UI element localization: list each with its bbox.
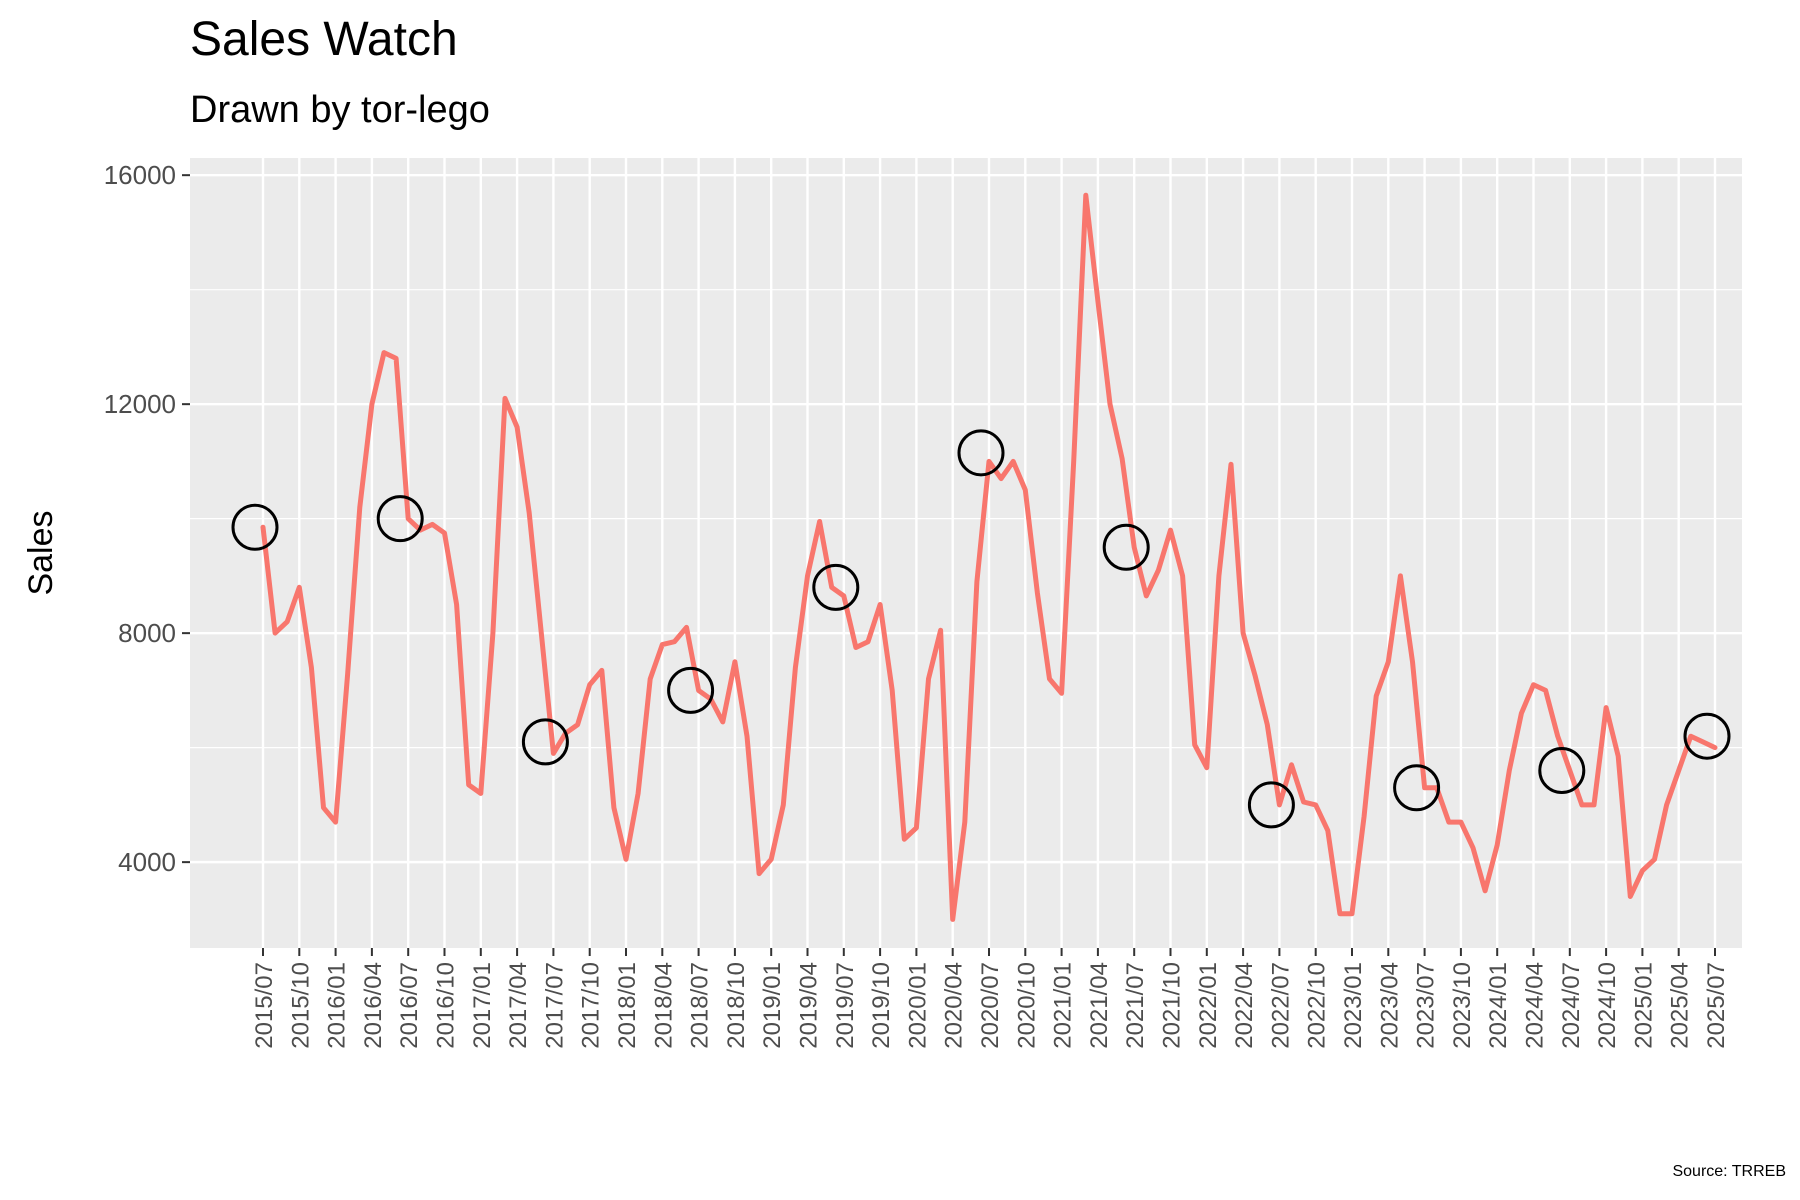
highlight-layer xyxy=(231,429,1731,829)
x-tick-label: 2017/10 xyxy=(578,962,605,1049)
x-tick-label: 2022/10 xyxy=(1304,962,1331,1049)
x-tick-label: 2018/04 xyxy=(650,962,677,1049)
x-tick-label: 2024/04 xyxy=(1522,962,1549,1049)
source-caption: Source: TRREB xyxy=(1672,1163,1786,1180)
x-tick-label: 2021/10 xyxy=(1159,962,1186,1049)
chart-title: Sales Watch xyxy=(190,13,458,66)
x-tick-label: 2015/07 xyxy=(251,962,278,1049)
x-tick-label: 2016/01 xyxy=(324,962,351,1049)
x-tick-label: 2021/07 xyxy=(1122,962,1149,1049)
y-tick-label: 8000 xyxy=(118,618,176,648)
x-tick-label: 2022/04 xyxy=(1231,962,1258,1049)
x-tick-label: 2025/07 xyxy=(1703,962,1730,1049)
x-tick-label: 2023/01 xyxy=(1340,962,1367,1049)
y-axis: 4000 8000 12000 16000 xyxy=(104,160,190,877)
highlight-circle xyxy=(376,495,424,543)
x-tick-label: 2023/10 xyxy=(1449,962,1476,1049)
x-tick-label: 2017/01 xyxy=(469,962,496,1049)
x-tick-label: 2016/07 xyxy=(396,962,423,1049)
x-tick-label: 2023/04 xyxy=(1376,962,1403,1049)
highlight-circle xyxy=(667,666,715,714)
series-layer xyxy=(260,192,1718,922)
highlight-circle xyxy=(231,503,279,551)
y-tick-label: 4000 xyxy=(118,847,176,877)
x-tick-label: 2024/01 xyxy=(1485,962,1512,1049)
x-tick-label: 2018/10 xyxy=(723,962,750,1049)
x-tick-label: 2016/04 xyxy=(360,962,387,1049)
x-tick-label: 2017/04 xyxy=(505,962,532,1049)
y-tick-label: 16000 xyxy=(104,160,176,190)
x-tick-label: 2015/10 xyxy=(287,962,314,1049)
x-tick-label: 2024/07 xyxy=(1558,962,1585,1049)
x-tick-label: 2020/07 xyxy=(977,962,1004,1049)
highlight-circle xyxy=(812,563,860,611)
x-tick-label: 2022/07 xyxy=(1267,962,1294,1049)
x-tick-label: 2024/10 xyxy=(1594,962,1621,1049)
highlight-circle xyxy=(957,429,1005,477)
grid-minor xyxy=(190,289,1742,749)
x-tick-label: 2019/01 xyxy=(759,962,786,1049)
highlight-circle xyxy=(1538,747,1586,795)
x-tick-label: 2019/04 xyxy=(796,962,823,1049)
x-tick-label: 2020/01 xyxy=(904,962,931,1049)
x-tick-label: 2019/07 xyxy=(832,962,859,1049)
y-axis-label: Sales xyxy=(22,510,60,595)
x-tick-label: 2019/10 xyxy=(868,962,895,1049)
x-tick-label: 2021/01 xyxy=(1050,962,1077,1049)
x-tick-label: 2022/01 xyxy=(1195,962,1222,1049)
highlight-circle xyxy=(1683,712,1731,760)
y-tick-label: 12000 xyxy=(104,389,176,419)
x-tick-label: 2020/04 xyxy=(941,962,968,1049)
x-tick-label: 2017/07 xyxy=(541,962,568,1049)
x-tick-label: 2018/07 xyxy=(687,962,714,1049)
x-tick-label: 2023/07 xyxy=(1413,962,1440,1049)
x-tick-label: 2016/10 xyxy=(433,962,460,1049)
grid-major xyxy=(190,158,1742,948)
highlight-circle xyxy=(1393,764,1441,812)
highlight-circle xyxy=(1102,523,1150,571)
x-tick-label: 2025/01 xyxy=(1630,962,1657,1049)
x-tick-label: 2021/04 xyxy=(1086,962,1113,1049)
chart-subtitle: Drawn by tor-lego xyxy=(190,89,490,131)
x-tick-label: 2020/10 xyxy=(1013,962,1040,1049)
x-tick-label: 2018/01 xyxy=(614,962,641,1049)
x-tick-label: 2025/04 xyxy=(1667,962,1694,1049)
x-axis: 2015/07 2015/10 2016/01 2016/04 2016/07 2016/… xyxy=(251,948,1730,1049)
sales-line xyxy=(260,192,1718,922)
highlight-circle xyxy=(521,718,569,766)
highlight-circle xyxy=(1247,781,1295,829)
